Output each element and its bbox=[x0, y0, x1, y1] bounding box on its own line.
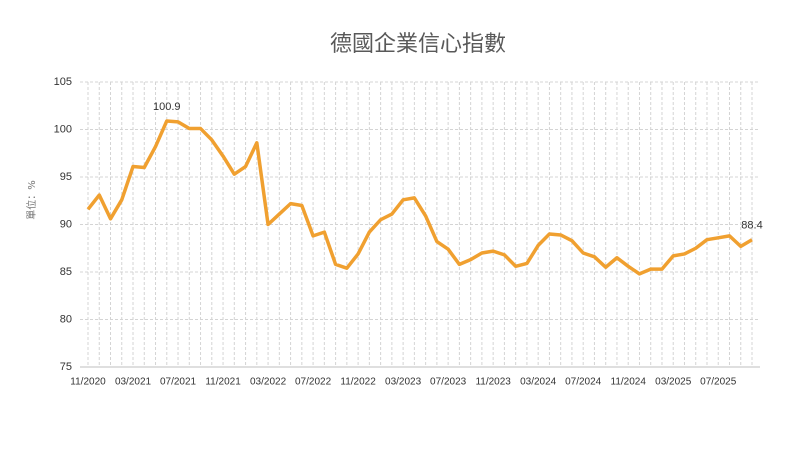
line bbox=[86, 119, 753, 276]
x-tick-label: 03/2021 bbox=[115, 377, 152, 388]
y-tick-label: 100 bbox=[54, 123, 72, 135]
x-tick-label: 11/2021 bbox=[205, 377, 241, 388]
data-label: 100.9 bbox=[153, 101, 181, 113]
y-tick-label: 90 bbox=[60, 218, 72, 230]
x-tick-label: 11/2023 bbox=[475, 377, 511, 388]
chart-title: 德國企業信心指數 bbox=[330, 32, 506, 57]
x-tick-label: 03/2023 bbox=[385, 377, 422, 388]
x-tick-label: 07/2022 bbox=[295, 377, 332, 388]
x-tick-label: 07/2025 bbox=[700, 377, 737, 388]
x-tick-label: 03/2022 bbox=[250, 377, 287, 388]
y-tick-label: 85 bbox=[60, 266, 72, 278]
x-tick-label: 03/2025 bbox=[655, 377, 692, 388]
x-tick-label: 07/2021 bbox=[160, 377, 197, 388]
x-tick-label: 11/2022 bbox=[340, 377, 376, 388]
y-tick-label: 105 bbox=[54, 76, 72, 88]
x-tick-label: 07/2024 bbox=[565, 377, 602, 388]
x-tick-label: 03/2024 bbox=[520, 377, 557, 388]
y-tick-label: 75 bbox=[60, 361, 72, 373]
x-tick-label: 11/2024 bbox=[611, 377, 647, 388]
y-axis-label: 單位：% bbox=[25, 180, 38, 220]
y-tick-label: 80 bbox=[60, 313, 72, 325]
x-tick-label: 11/2020 bbox=[70, 377, 106, 388]
y-tick-label: 95 bbox=[60, 171, 72, 183]
x-tick-label: 07/2023 bbox=[430, 377, 467, 388]
data-label: 88.4 bbox=[741, 220, 762, 232]
